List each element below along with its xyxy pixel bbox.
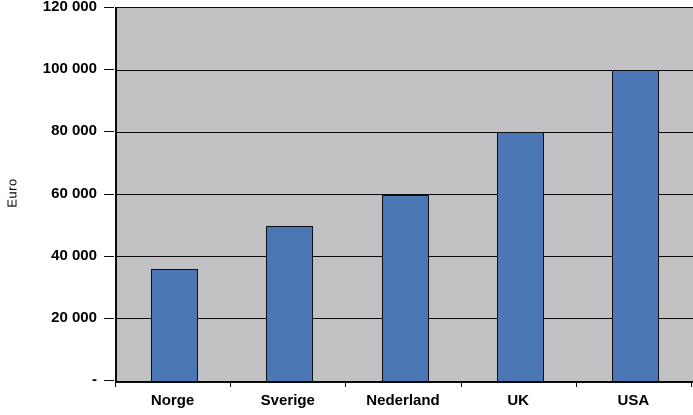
y-tick-label: 80 000 (51, 122, 97, 140)
y-tick-mark (104, 193, 114, 195)
y-tick-mark (104, 317, 114, 319)
bar-sverige (266, 225, 314, 381)
x-tick-mark (691, 382, 692, 387)
x-category-label-sverige: Sverige (260, 392, 315, 409)
y-tick-mark (104, 131, 114, 133)
bar-norge (151, 269, 199, 381)
bar-usa (611, 70, 659, 381)
y-tick-mark (104, 255, 114, 257)
y-tick-label: 20 000 (51, 308, 97, 326)
bar-nederland (381, 194, 429, 381)
x-category-label-usa: USA (617, 392, 650, 409)
gridline (117, 131, 693, 133)
x-tick-mark (115, 382, 116, 387)
x-tick-mark (230, 382, 232, 387)
y-tick-mark (104, 69, 114, 71)
y-tick-label: 120 000 (42, 0, 97, 15)
y-tick-label: 60 000 (51, 184, 97, 202)
plot-area (115, 7, 693, 383)
bar-uk (496, 132, 544, 381)
gridline (117, 69, 693, 71)
y-tick-mark (104, 7, 114, 8)
y-tick-mark (104, 380, 114, 381)
y-tick-label: 40 000 (51, 246, 97, 264)
x-tick-mark (575, 382, 577, 387)
x-category-label-uk: UK (507, 392, 530, 409)
y-tick-label: 100 000 (42, 60, 97, 78)
x-category-label-norge: Norge (150, 392, 195, 409)
x-tick-mark (460, 382, 462, 387)
y-tick-label: - (92, 371, 97, 388)
x-tick-mark (345, 382, 347, 387)
x-category-label-nederland: Nederland (366, 392, 440, 409)
